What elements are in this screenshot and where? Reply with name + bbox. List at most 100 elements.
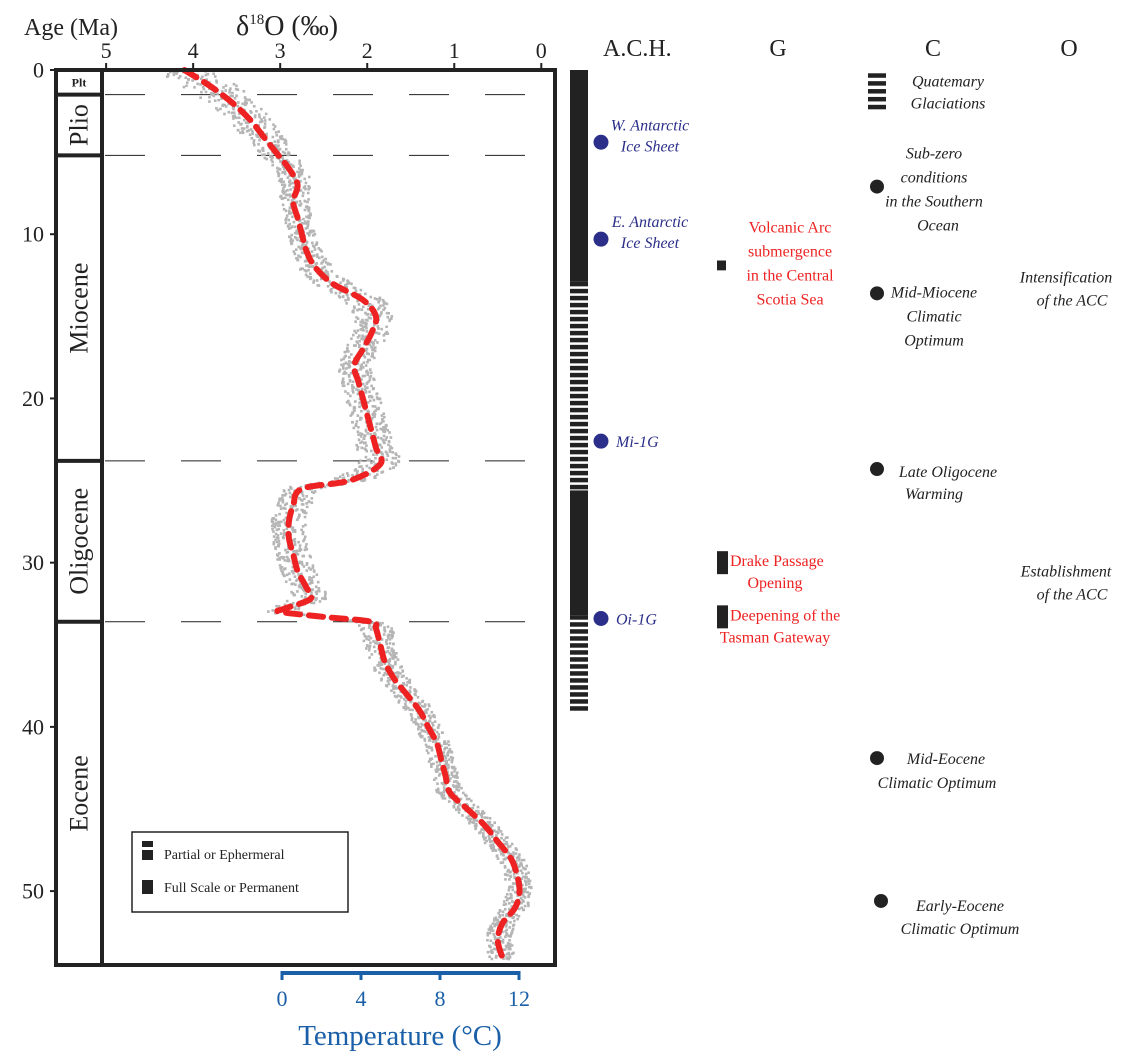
data-point xyxy=(366,307,370,311)
data-point xyxy=(289,226,293,229)
data-point xyxy=(366,644,369,648)
data-point xyxy=(252,139,256,142)
data-point xyxy=(352,344,356,347)
data-point xyxy=(408,681,412,685)
data-point xyxy=(493,821,497,824)
quaternary-stripe xyxy=(868,96,886,102)
data-point xyxy=(493,848,496,852)
data-point xyxy=(310,250,314,253)
data-point xyxy=(301,525,305,528)
data-point xyxy=(419,725,422,729)
data-point xyxy=(340,358,343,362)
data-point xyxy=(395,695,399,699)
data-point xyxy=(284,140,288,143)
data-point xyxy=(213,99,217,102)
data-point xyxy=(507,845,510,848)
data-point xyxy=(301,243,304,247)
data-point xyxy=(440,781,444,785)
data-point xyxy=(235,84,238,88)
climate-dot-mid-eocene xyxy=(870,751,884,766)
data-point xyxy=(424,730,427,733)
data-point xyxy=(360,387,364,391)
data-point xyxy=(385,325,388,329)
data-point xyxy=(294,583,297,586)
data-point xyxy=(360,478,363,482)
data-point xyxy=(520,858,524,862)
data-point xyxy=(465,816,469,820)
data-point xyxy=(320,249,323,253)
data-point xyxy=(365,326,368,330)
data-point xyxy=(257,143,260,146)
data-point xyxy=(462,791,465,795)
data-point xyxy=(297,573,300,576)
data-point xyxy=(295,579,298,583)
data-point xyxy=(208,100,211,103)
data-point xyxy=(299,268,302,271)
data-point xyxy=(268,118,272,121)
data-point xyxy=(489,924,493,928)
data-point xyxy=(292,165,295,168)
data-point xyxy=(431,721,434,725)
data-point xyxy=(313,245,316,249)
data-point xyxy=(366,360,369,364)
data-point xyxy=(293,225,297,229)
data-point xyxy=(390,636,393,640)
data-point xyxy=(423,705,426,708)
data-point xyxy=(357,433,360,436)
data-point xyxy=(278,168,282,171)
data-point xyxy=(516,917,519,921)
data-point xyxy=(513,876,517,880)
data-point xyxy=(281,499,285,502)
data-point xyxy=(277,174,280,178)
legend-partial-label: Partial or Ephermeral xyxy=(164,848,285,863)
data-point xyxy=(212,72,215,76)
legend: Partial or Ephermeral Full Scale or Perm… xyxy=(131,831,349,913)
data-point xyxy=(257,149,260,152)
data-point xyxy=(304,273,308,277)
data-point xyxy=(520,906,524,910)
data-point xyxy=(501,941,505,944)
data-point xyxy=(519,897,523,900)
data-point xyxy=(528,892,532,895)
data-point xyxy=(287,572,291,575)
data-point xyxy=(400,696,403,699)
data-point xyxy=(505,928,509,932)
data-point xyxy=(305,543,308,546)
data-scatter xyxy=(166,69,533,961)
data-point xyxy=(229,87,232,90)
data-point xyxy=(172,70,175,74)
data-point xyxy=(284,580,288,584)
age-tick-label-40: 40 xyxy=(22,714,44,739)
data-point xyxy=(437,735,441,739)
data-point xyxy=(262,116,266,119)
data-point xyxy=(372,343,375,346)
data-point xyxy=(355,316,358,319)
ach-event-label-ice-sheet: Ice Sheet xyxy=(620,235,680,252)
data-point xyxy=(427,703,431,706)
data-point xyxy=(365,370,368,374)
data-point xyxy=(351,473,354,477)
data-point xyxy=(527,871,530,875)
data-point xyxy=(288,193,292,196)
data-point xyxy=(510,900,514,903)
data-point xyxy=(355,388,358,391)
data-point xyxy=(368,378,372,381)
data-point xyxy=(314,590,318,594)
data-point xyxy=(373,346,377,349)
data-point xyxy=(310,241,314,245)
data-point xyxy=(488,955,491,959)
data-point xyxy=(504,895,508,899)
data-point xyxy=(425,745,429,749)
data-point xyxy=(428,737,432,740)
data-point xyxy=(374,433,377,436)
data-point xyxy=(495,954,498,958)
climate-dot-late-oligocene xyxy=(870,462,884,477)
data-point xyxy=(423,737,426,741)
data-point xyxy=(388,448,392,451)
data-point xyxy=(289,239,293,243)
data-point xyxy=(369,636,373,640)
data-point xyxy=(440,744,443,748)
data-point xyxy=(385,684,389,688)
data-point xyxy=(347,298,350,301)
data-point xyxy=(236,104,240,108)
